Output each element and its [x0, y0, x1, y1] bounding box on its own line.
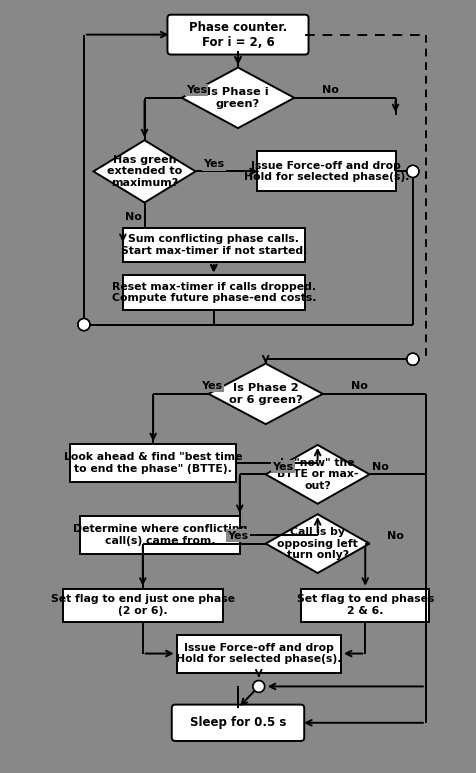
Bar — [63, 588, 223, 621]
Text: No: No — [322, 85, 339, 95]
Polygon shape — [266, 445, 369, 504]
Text: Look ahead & find "best time
to end the phase" (BTTE).: Look ahead & find "best time to end the … — [64, 452, 242, 474]
Text: Yes: Yes — [186, 85, 207, 95]
Text: Call is by
opposing left
turn only?: Call is by opposing left turn only? — [277, 527, 358, 560]
Circle shape — [407, 353, 419, 366]
Text: No: No — [387, 531, 404, 541]
Text: Reset max-timer if calls dropped.
Compute future phase-end costs.: Reset max-timer if calls dropped. Comput… — [111, 282, 316, 303]
Text: No: No — [322, 85, 339, 95]
Text: Issue Force-off and drop
Hold for selected phase(s).: Issue Force-off and drop Hold for select… — [176, 642, 341, 664]
Circle shape — [407, 353, 419, 366]
Bar — [123, 275, 305, 310]
Text: No: No — [351, 381, 367, 391]
Bar — [123, 228, 305, 262]
FancyBboxPatch shape — [168, 15, 308, 55]
Text: Yes: Yes — [228, 531, 248, 541]
Circle shape — [408, 167, 417, 175]
Circle shape — [78, 318, 90, 331]
Text: No: No — [372, 461, 388, 472]
Circle shape — [78, 318, 90, 331]
Text: Yes: Yes — [203, 159, 224, 169]
Circle shape — [408, 167, 417, 175]
Text: Is "now" the
BTTE or max-
out?: Is "now" the BTTE or max- out? — [277, 458, 358, 491]
Text: Sum conflicting phase calls.
Start max-timer if not started.: Sum conflicting phase calls. Start max-t… — [120, 234, 307, 256]
Text: No: No — [125, 213, 142, 223]
Text: Set flag to end phases
2 & 6.: Set flag to end phases 2 & 6. — [297, 594, 434, 616]
Polygon shape — [208, 363, 323, 424]
Text: Yes: Yes — [272, 461, 294, 472]
Text: Issue Force-off and drop
Hold for selected phase(s).: Issue Force-off and drop Hold for select… — [244, 161, 409, 182]
Text: Is Phase 2
or 6 green?: Is Phase 2 or 6 green? — [229, 383, 303, 404]
Text: Set flag to end just one phase
(2 or 6).: Set flag to end just one phase (2 or 6). — [51, 594, 235, 616]
Text: Yes: Yes — [186, 85, 207, 95]
Text: Yes: Yes — [203, 159, 224, 169]
Bar — [177, 635, 341, 673]
Polygon shape — [93, 140, 196, 203]
Text: No: No — [125, 213, 142, 223]
Text: Yes: Yes — [272, 461, 294, 472]
Polygon shape — [266, 514, 369, 573]
Text: Is Phase i
green?: Is Phase i green? — [207, 87, 269, 109]
Text: No: No — [351, 381, 367, 391]
Circle shape — [407, 165, 419, 178]
Bar — [257, 152, 396, 191]
Text: No: No — [372, 461, 388, 472]
Bar — [301, 588, 429, 621]
Text: Has green
extended to
maximum?: Has green extended to maximum? — [107, 155, 182, 188]
Bar — [70, 444, 236, 482]
Circle shape — [79, 320, 88, 329]
Text: Yes: Yes — [201, 381, 223, 391]
Text: Yes: Yes — [201, 381, 223, 391]
Circle shape — [255, 682, 263, 691]
FancyBboxPatch shape — [172, 705, 304, 741]
Circle shape — [408, 355, 417, 363]
Circle shape — [408, 355, 417, 363]
Polygon shape — [182, 67, 294, 128]
Text: Phase counter.
For i = 2, 6: Phase counter. For i = 2, 6 — [189, 21, 287, 49]
Bar — [80, 516, 240, 554]
Text: Sleep for 0.5 s: Sleep for 0.5 s — [190, 717, 286, 729]
Circle shape — [407, 165, 419, 178]
Circle shape — [79, 320, 88, 329]
Circle shape — [253, 680, 265, 693]
Text: No: No — [387, 531, 404, 541]
Text: Yes: Yes — [228, 531, 248, 541]
Text: Determine where conflicting
call(s) came from.: Determine where conflicting call(s) came… — [73, 524, 247, 546]
